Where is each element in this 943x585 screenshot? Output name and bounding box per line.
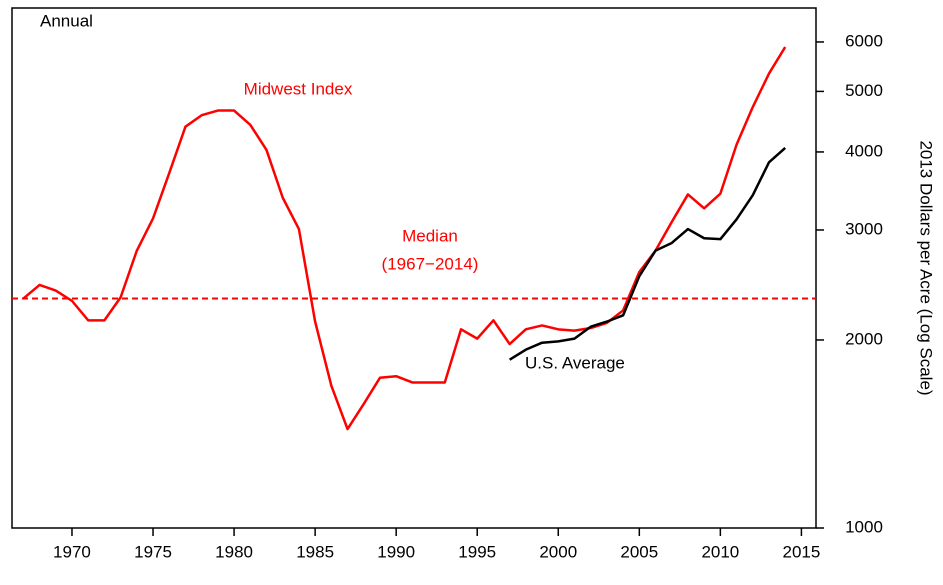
y-tick-label: 4000	[845, 141, 883, 160]
midwest-label: Midwest Index	[244, 79, 353, 98]
y-tick-label: 2000	[845, 329, 883, 348]
x-tick-label: 2005	[620, 542, 658, 561]
x-tick-label: 2010	[701, 542, 739, 561]
y-tick-label: 5000	[845, 81, 883, 100]
y-tick-label: 3000	[845, 219, 883, 238]
x-tick-label: 1980	[215, 542, 253, 561]
y-tick-label: 1000	[845, 517, 883, 536]
x-tick-label: 2015	[782, 542, 820, 561]
x-tick-label: 2000	[539, 542, 577, 561]
x-tick-label: 1985	[296, 542, 334, 561]
series-line	[22, 46, 787, 431]
x-tick-label: 1970	[53, 542, 91, 561]
x-tick-label: 1990	[377, 542, 415, 561]
median-range-label: (1967−2014)	[382, 254, 479, 273]
x-tick-label: 1975	[134, 542, 172, 561]
period-label: Annual	[40, 11, 93, 30]
median-label: Median	[402, 226, 458, 245]
us-label: U.S. Average	[525, 353, 625, 372]
y-axis-label: 2013 Dollars per Acre (Log Scale)	[917, 140, 936, 395]
x-tick-label: 1995	[458, 542, 496, 561]
series-line	[508, 146, 787, 361]
y-tick-label: 6000	[845, 31, 883, 50]
plot-frame	[11, 7, 817, 529]
